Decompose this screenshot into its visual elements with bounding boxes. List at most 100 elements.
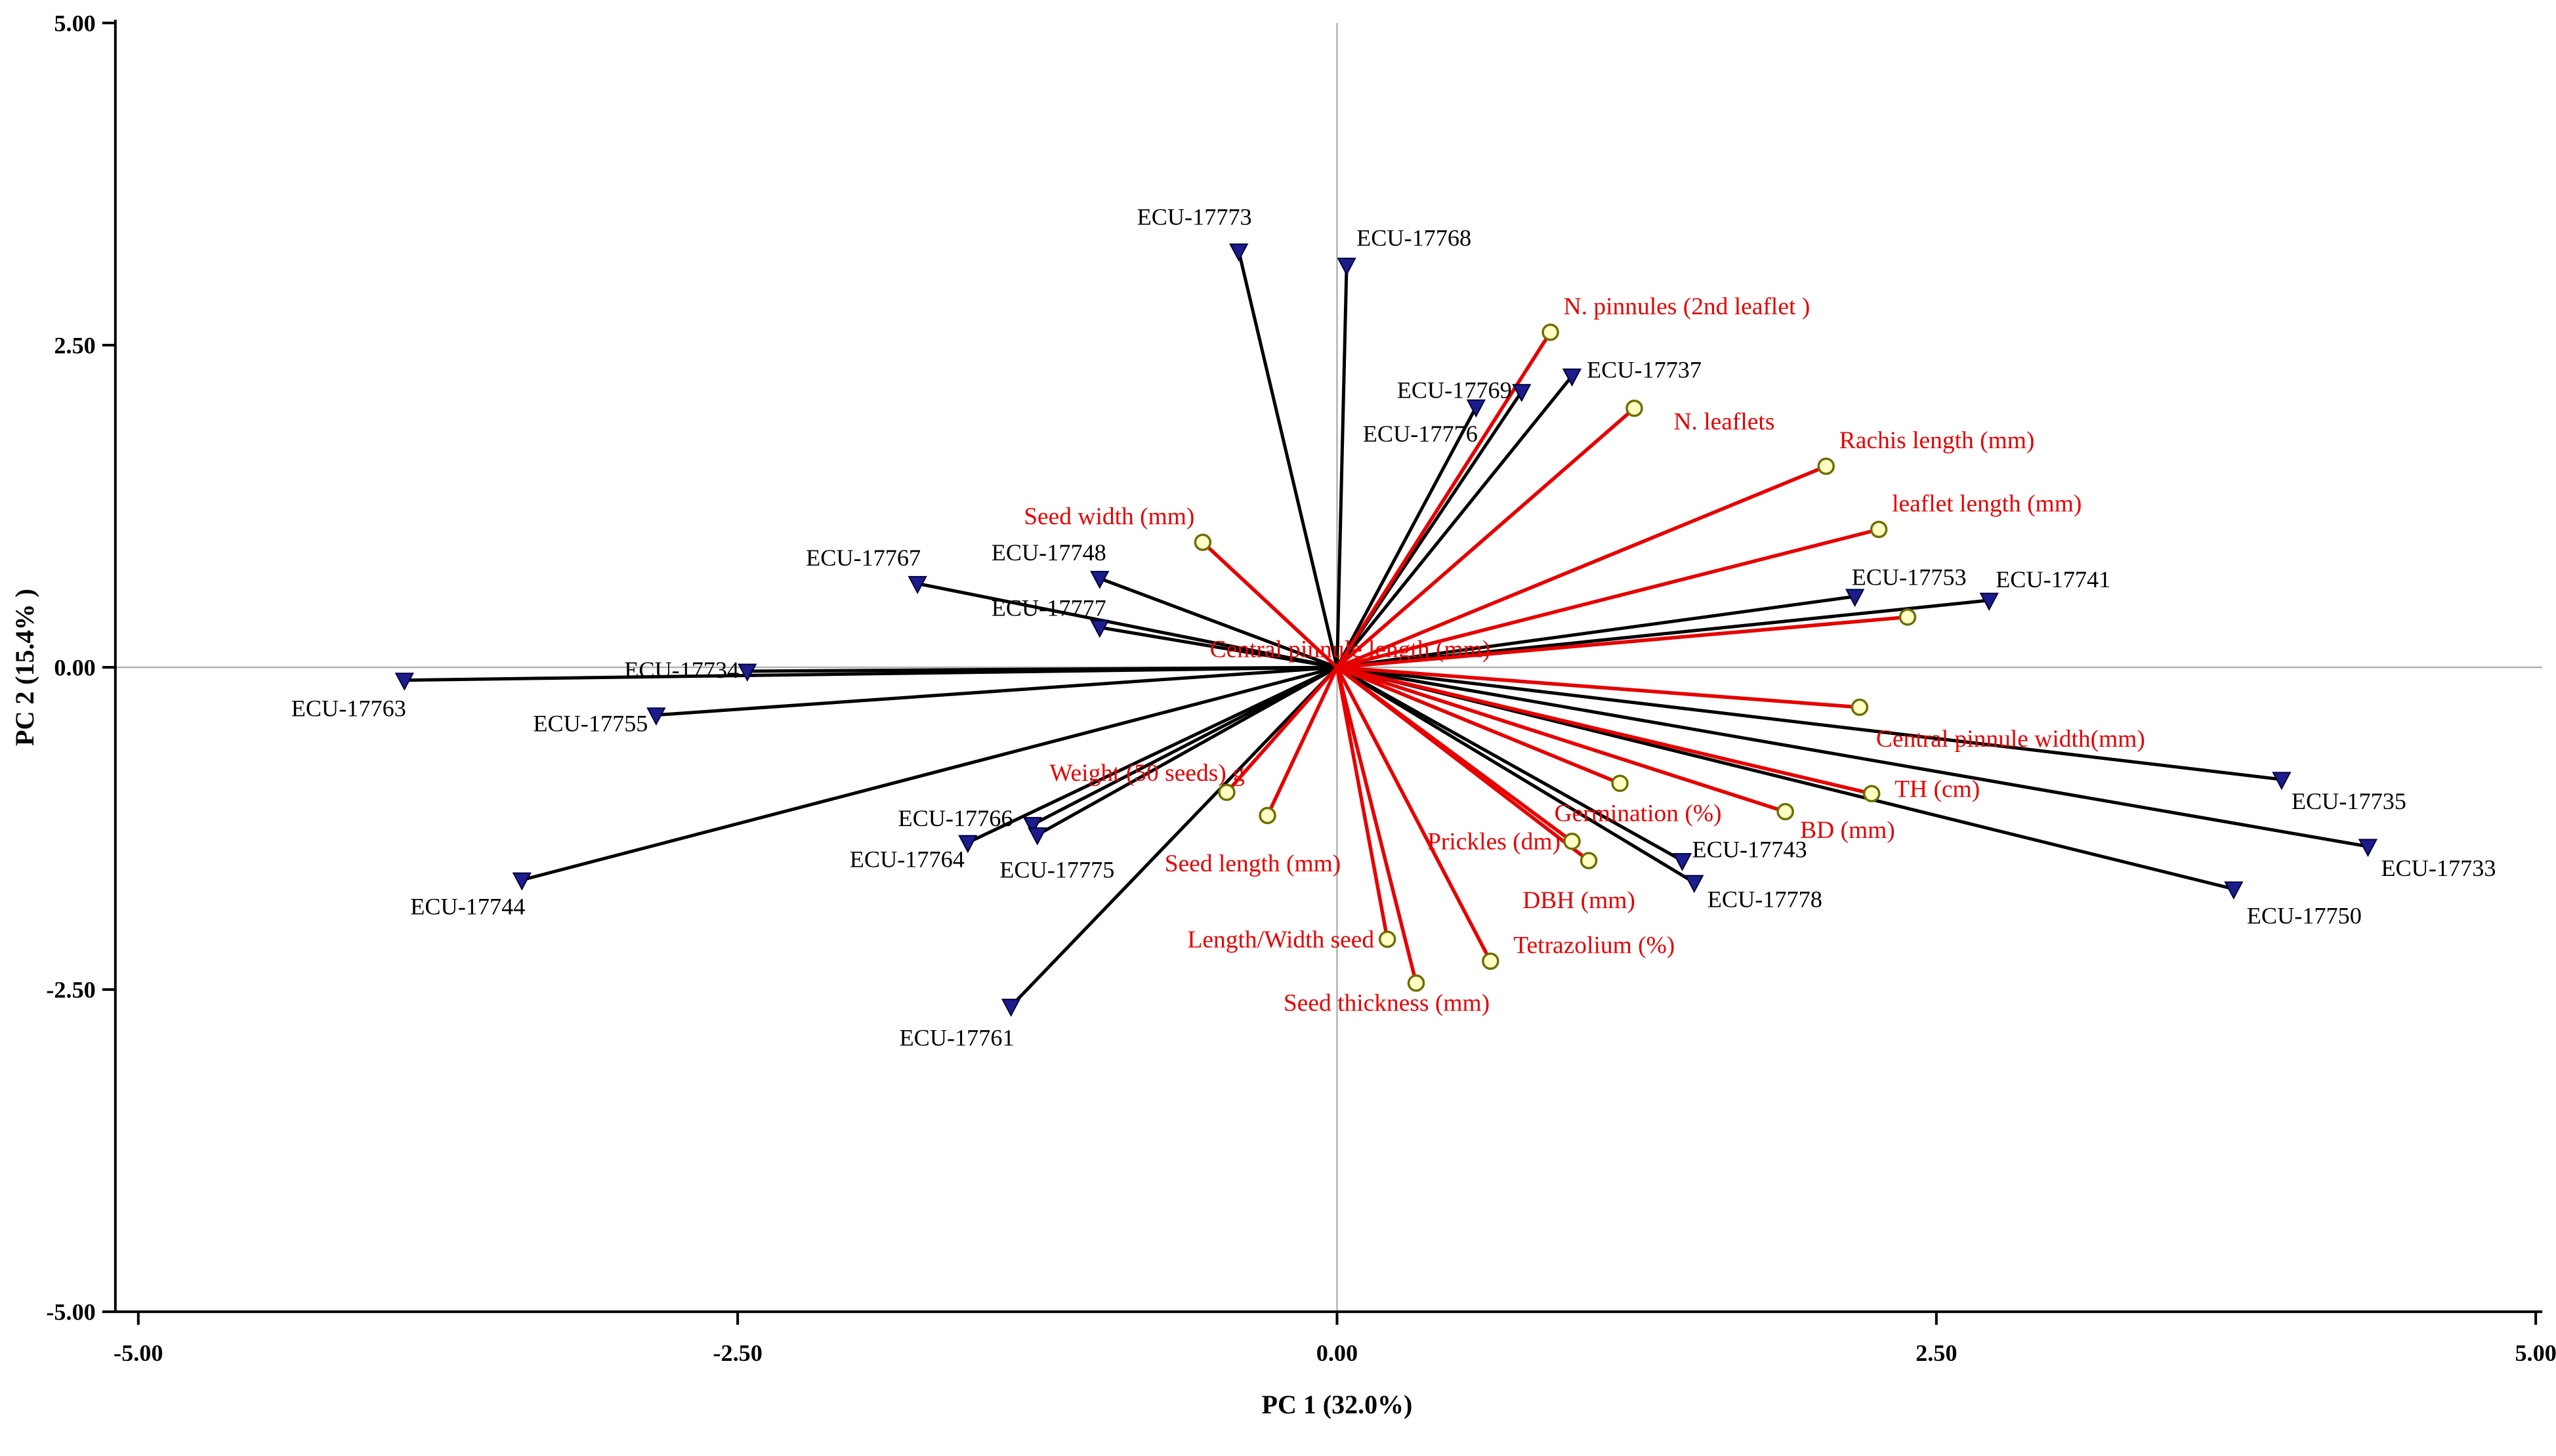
- accession-marker: [1672, 853, 1692, 871]
- x-axis-title: PC 1 (32.0%): [1262, 1390, 1413, 1419]
- accession-marker: [1022, 817, 1043, 835]
- trait-vector: [1336, 465, 1827, 669]
- accession-marker: [646, 707, 666, 726]
- accession-vector: [1335, 375, 1574, 669]
- y-axis-title: PC 2 (15.4% ): [10, 589, 39, 746]
- trait-marker: [1898, 608, 1917, 626]
- accession-vector: [1337, 665, 2368, 848]
- accession-label: ECU-17777: [992, 595, 1106, 621]
- accession-label: ECU-17768: [1356, 224, 1471, 251]
- accession-label: ECU-17753: [1852, 564, 1967, 591]
- trait-marker: [1194, 533, 1212, 551]
- accession-marker: [512, 872, 532, 891]
- accession-marker: [1685, 875, 1704, 894]
- trait-label: Prickles (dm): [1427, 829, 1561, 856]
- accession-label: ECU-17761: [900, 1025, 1015, 1051]
- y-axis-tick-label: -2.50: [46, 977, 95, 1003]
- accession-vector: [1336, 665, 1696, 884]
- accession-label: ECU-17743: [1692, 837, 1807, 863]
- trait-marker: [1611, 774, 1629, 793]
- accession-vector: [1335, 265, 1349, 668]
- accession-label: ECU-17744: [410, 894, 525, 920]
- accession-marker: [1028, 827, 1047, 846]
- accession-marker: [958, 835, 978, 854]
- accession-label: ECU-17733: [2381, 855, 2496, 881]
- trait-marker: [1541, 323, 1559, 341]
- trait-label: N. leaflets: [1673, 409, 1774, 436]
- trait-label: Central pinnule length (mm): [1210, 636, 1491, 663]
- trait-vector: [1335, 407, 1636, 669]
- accession-label: ECU-17773: [1137, 204, 1252, 230]
- trait-marker: [1776, 802, 1794, 821]
- accession-vector: [1009, 666, 1339, 1008]
- trait-label: Seed thickness (mm): [1284, 990, 1490, 1017]
- accession-marker: [1337, 257, 1356, 276]
- trait-label: Germination (%): [1555, 800, 1722, 827]
- trait-vector: [1335, 667, 1418, 984]
- accession-vector: [1337, 665, 2282, 781]
- accession-marker: [1466, 399, 1486, 418]
- accession-vector: [656, 665, 1337, 717]
- trait-marker: [1625, 400, 1643, 417]
- trait-vector: [1336, 665, 1872, 796]
- trait-label: N. pinnules (2nd leaflet ): [1564, 293, 1811, 320]
- trait-vector: [1335, 665, 1590, 862]
- accession-label: ECU-17735: [2292, 788, 2406, 814]
- y-axis-tick-label: 5.00: [54, 10, 95, 36]
- trait-label: Seed width (mm): [1024, 503, 1194, 530]
- x-axis-tick-label: 2.50: [1916, 1340, 1957, 1366]
- trait-label: DBH (mm): [1522, 887, 1635, 914]
- accession-marker: [1845, 589, 1865, 608]
- trait-label: Length/Width seed: [1188, 926, 1375, 953]
- x-axis-tick-label: 5.00: [2515, 1340, 2556, 1366]
- trait-vector: [1337, 665, 1860, 709]
- trait-marker: [1817, 457, 1835, 475]
- y-axis-tick-label: 0.00: [54, 655, 95, 681]
- accession-label: ECU-17737: [1587, 357, 1702, 383]
- accession-marker: [738, 663, 757, 682]
- trait-marker: [1407, 974, 1425, 992]
- trait-marker: [1862, 785, 1881, 802]
- accession-vector: [917, 581, 1337, 669]
- accession-marker: [908, 575, 927, 594]
- y-axis-tick-label: 2.50: [54, 333, 95, 359]
- trait-label: Central pinnule width(mm): [1876, 726, 2145, 753]
- trait-vector: [1336, 528, 1879, 669]
- trait-marker: [1580, 852, 1598, 869]
- trait-vector: [1225, 666, 1339, 794]
- accession-label: ECU-17755: [533, 711, 648, 737]
- accession-vector: [521, 665, 1338, 882]
- trait-label: Seed length (mm): [1165, 850, 1341, 877]
- trait-vector: [1335, 667, 1389, 940]
- accession-marker: [1512, 384, 1532, 402]
- accession-label: ECU-17776: [1363, 421, 1478, 447]
- trait-label: TH (cm): [1895, 776, 1980, 803]
- accession-vector: [1032, 665, 1338, 826]
- trait-marker: [1563, 832, 1581, 850]
- accession-label: ECU-17764: [850, 846, 965, 873]
- trait-label: BD (mm): [1800, 817, 1895, 844]
- trait-vector: [1201, 541, 1339, 669]
- accession-label: ECU-17734: [624, 657, 739, 683]
- trait-label: leaflet length (mm): [1892, 490, 2082, 517]
- accession-label: ECU-17750: [2247, 902, 2362, 928]
- x-axis-tick-label: -2.50: [713, 1340, 762, 1366]
- accession-marker: [1090, 619, 1110, 638]
- accession-vector: [404, 665, 1337, 682]
- accession-marker: [1090, 571, 1110, 589]
- trait-marker: [1378, 930, 1396, 948]
- x-axis-tick-label: 0.00: [1316, 1340, 1358, 1366]
- trait-marker: [1851, 698, 1869, 717]
- accession-vector: [1099, 625, 1337, 669]
- x-axis-tick-label: -5.00: [114, 1340, 163, 1366]
- trait-marker: [1259, 806, 1276, 825]
- accession-vector: [1337, 594, 1855, 669]
- accession-label: ECU-17763: [291, 696, 406, 722]
- trait-vector: [1266, 666, 1339, 817]
- accession-vector: [1335, 406, 1478, 669]
- accession-marker: [2358, 839, 2378, 858]
- accession-marker: [1979, 593, 1999, 612]
- accession-label: ECU-17767: [806, 545, 921, 571]
- trait-label: Tetrazolium (%): [1513, 932, 1675, 959]
